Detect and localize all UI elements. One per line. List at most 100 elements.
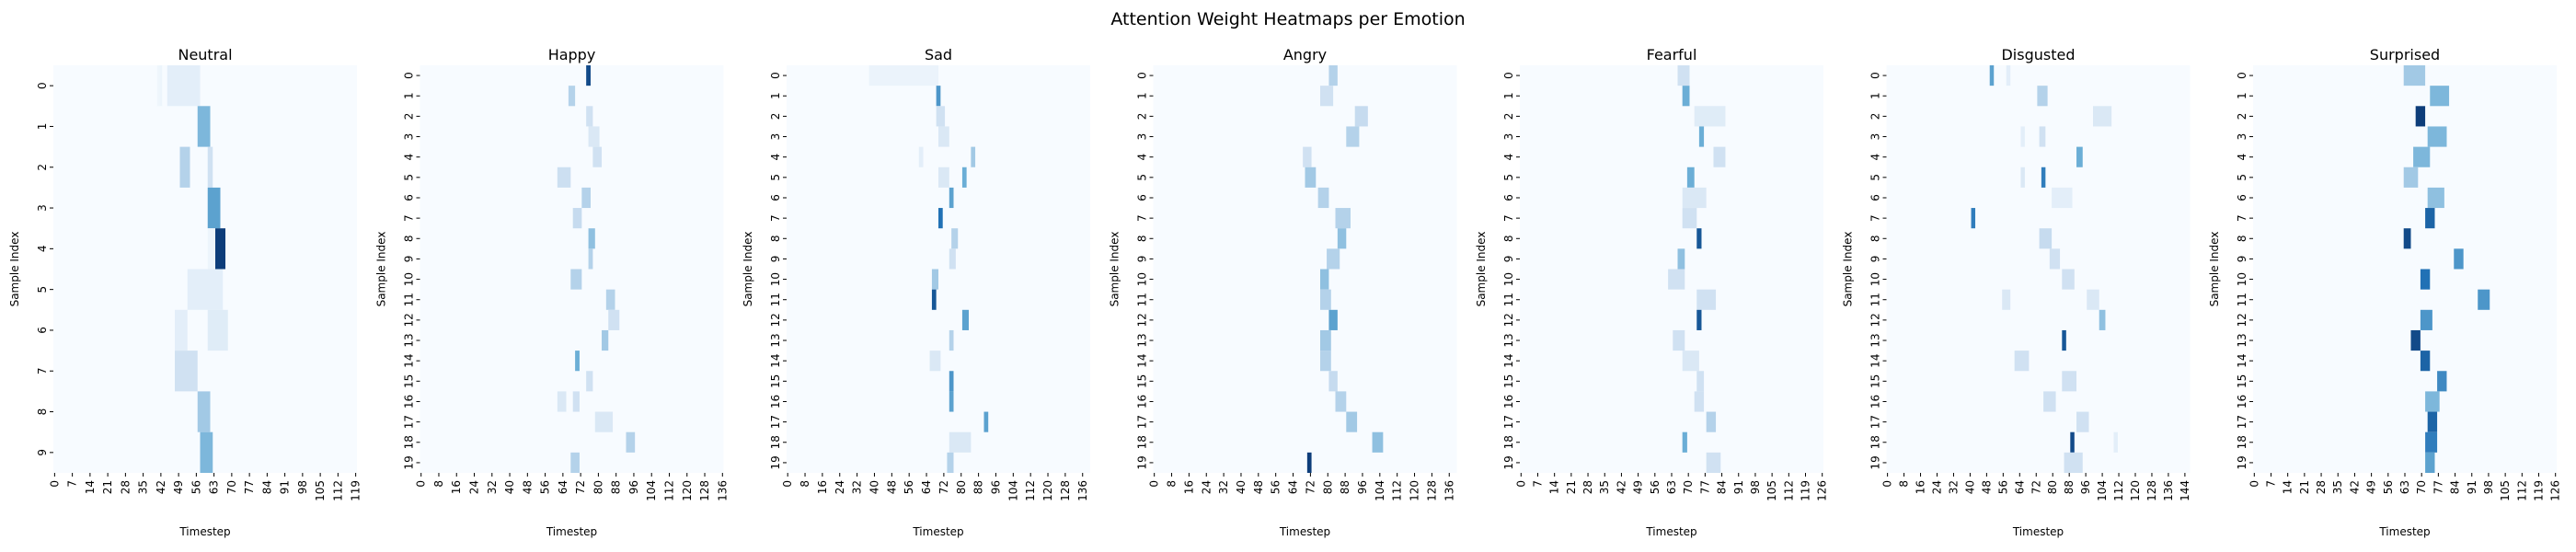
x-tick-label: 112	[2515, 480, 2528, 501]
x-axis-label: Timestep	[1645, 525, 1696, 538]
heatmap-cell	[570, 452, 580, 473]
y-tick-label: 13	[403, 333, 416, 347]
x-tick-label: 32	[1217, 480, 1230, 494]
y-tick-label: 3	[36, 204, 49, 212]
y-tick-label: 10	[769, 272, 782, 286]
y-tick-label: 12	[769, 313, 782, 327]
x-tick-label: 56	[1270, 480, 1282, 494]
x-tick-label: 63	[1665, 480, 1678, 494]
heatmap-background	[2253, 65, 2557, 473]
y-tick-label: 1	[1502, 92, 1515, 99]
heatmap-cell	[2052, 187, 2073, 209]
x-tick-label: 136	[2162, 480, 2175, 501]
heatmap-cell	[1372, 431, 1384, 453]
y-tick-label: 5	[769, 174, 782, 181]
y-tick-label: 2	[403, 113, 416, 121]
y-tick-label: 10	[2236, 272, 2248, 286]
subplot-title: Fearful	[1647, 46, 1697, 63]
y-tick-label: 13	[2236, 333, 2248, 347]
y-tick-label: 5	[2236, 174, 2248, 181]
x-tick-label: 14	[84, 480, 97, 494]
y-tick-label: 2	[1136, 113, 1149, 121]
x-axis-label: Timestep	[2012, 525, 2064, 538]
y-tick-label: 14	[2236, 354, 2248, 368]
x-tick-label: 77	[243, 480, 256, 494]
y-tick-label: 9	[769, 256, 782, 263]
y-tick-label: 2	[1502, 113, 1515, 121]
heatmap-cell	[2425, 452, 2435, 473]
x-tick-label: 56	[2382, 480, 2395, 494]
x-tick-label: 35	[137, 480, 150, 494]
y-tick-label: 1	[36, 123, 49, 131]
y-tick-label: 8	[1502, 235, 1515, 242]
heatmap-cell	[2087, 289, 2099, 310]
y-tick-label: 8	[403, 235, 416, 242]
y-tick-label: 16	[769, 395, 782, 408]
y-tick-label: 11	[1869, 293, 1882, 306]
y-tick-label: 5	[36, 286, 49, 293]
y-tick-label: 15	[2236, 374, 2248, 388]
y-tick-label: 6	[1502, 194, 1515, 201]
y-axis-label: Sample Index	[375, 232, 388, 307]
y-tick-label: 9	[2236, 256, 2248, 263]
y-tick-label: 8	[36, 408, 49, 416]
x-tick-label: 40	[1963, 480, 1976, 494]
x-tick-label: 0	[48, 480, 61, 488]
heatmap-cell	[2425, 208, 2435, 229]
heatmap-cell	[1686, 167, 1695, 188]
heatmap-cell	[2049, 248, 2061, 270]
x-tick-label: 72	[2030, 480, 2042, 494]
y-tick-label: 7	[1502, 214, 1515, 222]
x-tick-label: 49	[1632, 480, 1645, 494]
heatmap-cell	[1320, 289, 1331, 310]
x-tick-label: 120	[2129, 480, 2142, 501]
x-tick-label: 98	[296, 480, 309, 494]
y-tick-label: 17	[769, 415, 782, 429]
heatmap-cell	[951, 228, 959, 249]
heatmap-cell	[2420, 269, 2431, 290]
y-tick-label: 0	[1502, 72, 1515, 79]
heatmap-cell	[936, 106, 946, 127]
x-tick-label: 14	[2282, 480, 2294, 494]
y-tick-label: 7	[1869, 214, 1882, 222]
heatmap-cell	[200, 431, 213, 473]
y-tick-label: 16	[1136, 395, 1149, 408]
x-tick-label: 35	[1598, 480, 1611, 494]
heatmap-cell	[2062, 269, 2075, 290]
x-tick-label: 104	[2096, 480, 2109, 501]
y-axis-label: Sample Index	[1475, 232, 1488, 307]
y-tick-label: 9	[1502, 256, 1515, 263]
heatmap-cell	[588, 228, 595, 249]
y-tick-label: 14	[1869, 354, 1882, 368]
x-tick-label: 40	[503, 480, 516, 494]
y-tick-label: 18	[769, 435, 782, 449]
heatmap-cell	[1335, 208, 1351, 229]
x-tick-label: 88	[610, 480, 623, 494]
x-tick-label: 126	[2549, 480, 2562, 501]
heatmap-cell	[586, 65, 591, 86]
heatmap-cell	[2420, 309, 2432, 330]
heatmap-cell	[586, 371, 593, 392]
heatmap-cell	[2403, 167, 2419, 188]
y-tick-label: 13	[1869, 333, 1882, 347]
heatmap-cell	[2020, 167, 2025, 188]
heatmap-cell	[2039, 228, 2053, 249]
heatmap-cell	[949, 187, 954, 209]
x-tick-label: 119	[2533, 480, 2546, 501]
x-tick-label: 104	[1006, 480, 1019, 501]
y-tick-label: 7	[403, 214, 416, 222]
heatmap-cell	[2099, 309, 2106, 330]
heatmap-cell	[1306, 452, 1312, 473]
x-tick-label: 16	[1915, 480, 1927, 494]
y-tick-label: 10	[1869, 272, 1882, 286]
y-tick-label: 17	[1502, 415, 1515, 429]
heatmap-cell	[588, 248, 593, 270]
x-tick-label: 80	[2046, 480, 2059, 494]
heatmap-cell	[868, 65, 938, 86]
heatmap-cell	[572, 208, 582, 229]
y-tick-label: 1	[2236, 92, 2248, 99]
heatmap-cell	[187, 269, 224, 310]
heatmap-cell	[2427, 187, 2444, 209]
